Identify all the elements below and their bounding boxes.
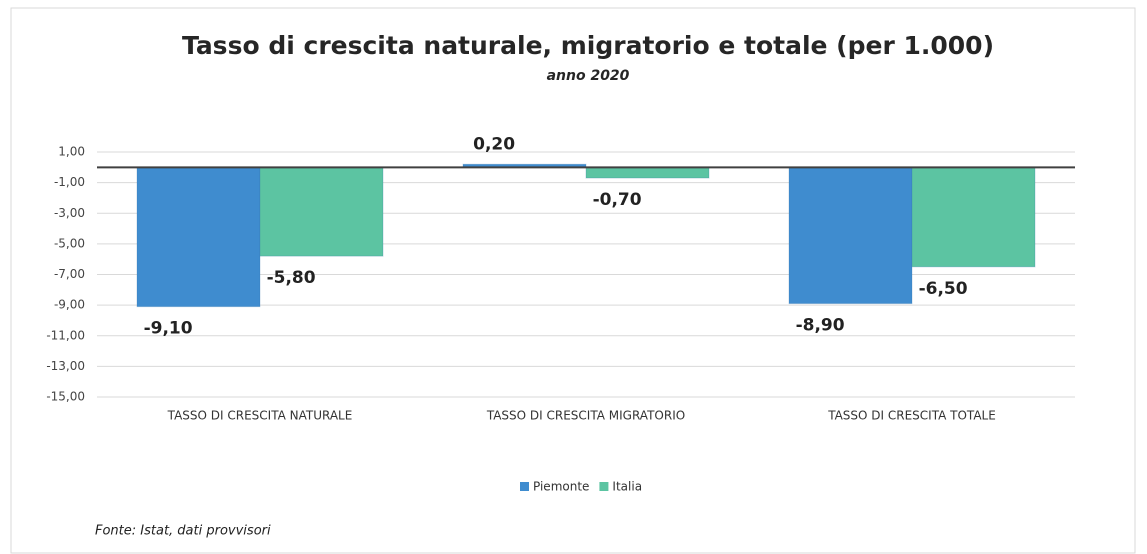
y-tick-label: -11,00 [46,328,85,342]
y-tick-label: -3,00 [54,206,85,220]
legend-label: Italia [612,480,642,494]
x-tick-label: TASSO DI CRESCITA NATURALE [167,409,353,423]
y-tick-label: -9,00 [54,298,85,312]
y-tick-label: -5,00 [54,236,85,250]
legend-swatch [599,482,609,491]
value-label: -0,70 [593,190,642,210]
bar [788,166,913,305]
legend-swatch [520,482,529,491]
value-label: -5,80 [267,268,316,288]
value-label: -6,50 [919,279,968,299]
x-tick-label: TASSO DI CRESCITA TOTALE [827,409,996,423]
y-tick-label: -13,00 [46,359,85,373]
y-tick-label: -7,00 [54,267,85,281]
chart-subtitle: anno 2020 [547,68,630,84]
source-note: Fonte: Istat, dati provvisori [95,524,271,539]
value-label: -9,10 [144,319,193,339]
value-label: -8,90 [796,316,845,336]
y-tick-label: 1,00 [58,145,85,159]
bar [259,166,384,257]
x-tick-label: TASSO DI CRESCITA MIGRATORIO [486,409,685,423]
bar [585,166,710,179]
chart-title: Tasso di crescita naturale, migratorio e… [182,31,994,60]
value-label: 0,20 [473,134,515,154]
y-tick-label: -1,00 [54,175,85,189]
legend-label: Piemonte [533,480,589,494]
bar [136,166,261,308]
bar [911,166,1036,268]
y-tick-label: -15,00 [46,390,85,404]
